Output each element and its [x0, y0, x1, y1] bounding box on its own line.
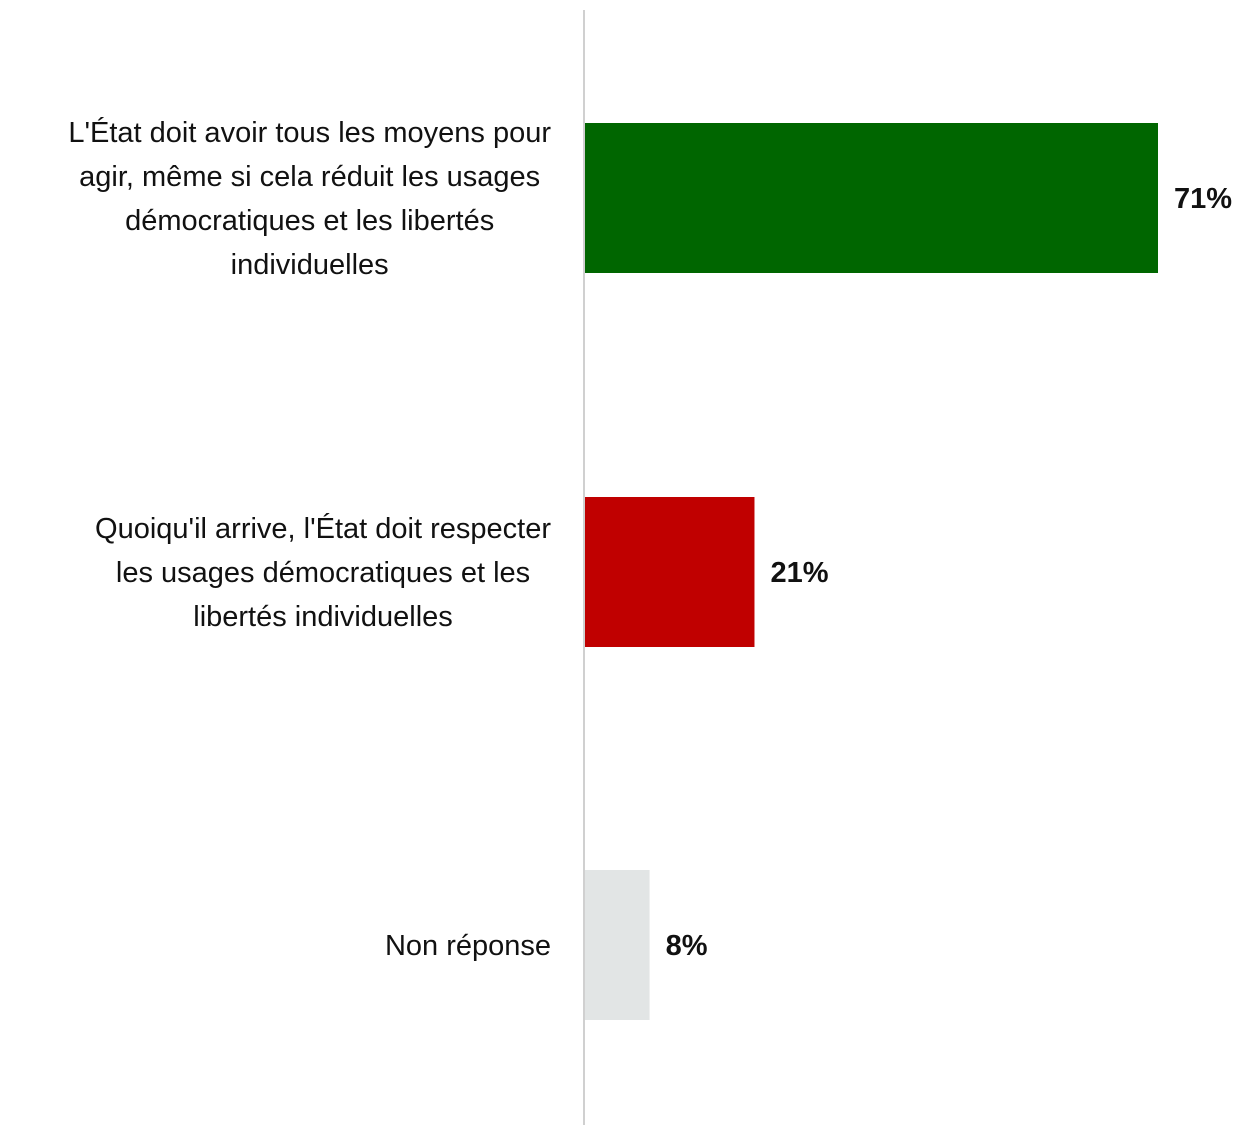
category-label-line: Quoiqu'il arrive, l'État doit respecter — [95, 512, 551, 545]
category-label-line: les usages démocratiques et les — [116, 557, 530, 589]
bar-1 — [585, 123, 1158, 273]
category-label-line: libertés individuelles — [193, 601, 453, 633]
value-label-3: 8% — [666, 930, 708, 962]
category-label-line: démocratiques et les libertés — [125, 205, 494, 237]
bar-2 — [585, 497, 755, 647]
category-label-line: L'État doit avoir tous les moyens pour — [68, 116, 551, 149]
category-labels: L'État doit avoir tous les moyens pour ag… — [68, 116, 551, 962]
category-label-1: L'État doit avoir tous les moyens pour ag… — [68, 116, 551, 281]
category-label-line: individuelles — [231, 249, 389, 281]
bar-3 — [585, 870, 650, 1020]
category-label-2: Quoiqu'il arrive, l'État doit respecter l… — [95, 512, 551, 633]
value-label-2: 21% — [770, 557, 828, 589]
category-label-3: Non réponse — [385, 930, 551, 962]
value-labels: 71% 21% 8% — [666, 183, 1233, 962]
category-label-line: Non réponse — [385, 930, 551, 962]
category-label-line: agir, même si cela réduit les usages — [79, 161, 540, 193]
value-label-1: 71% — [1174, 183, 1232, 215]
bars — [585, 123, 1158, 1020]
